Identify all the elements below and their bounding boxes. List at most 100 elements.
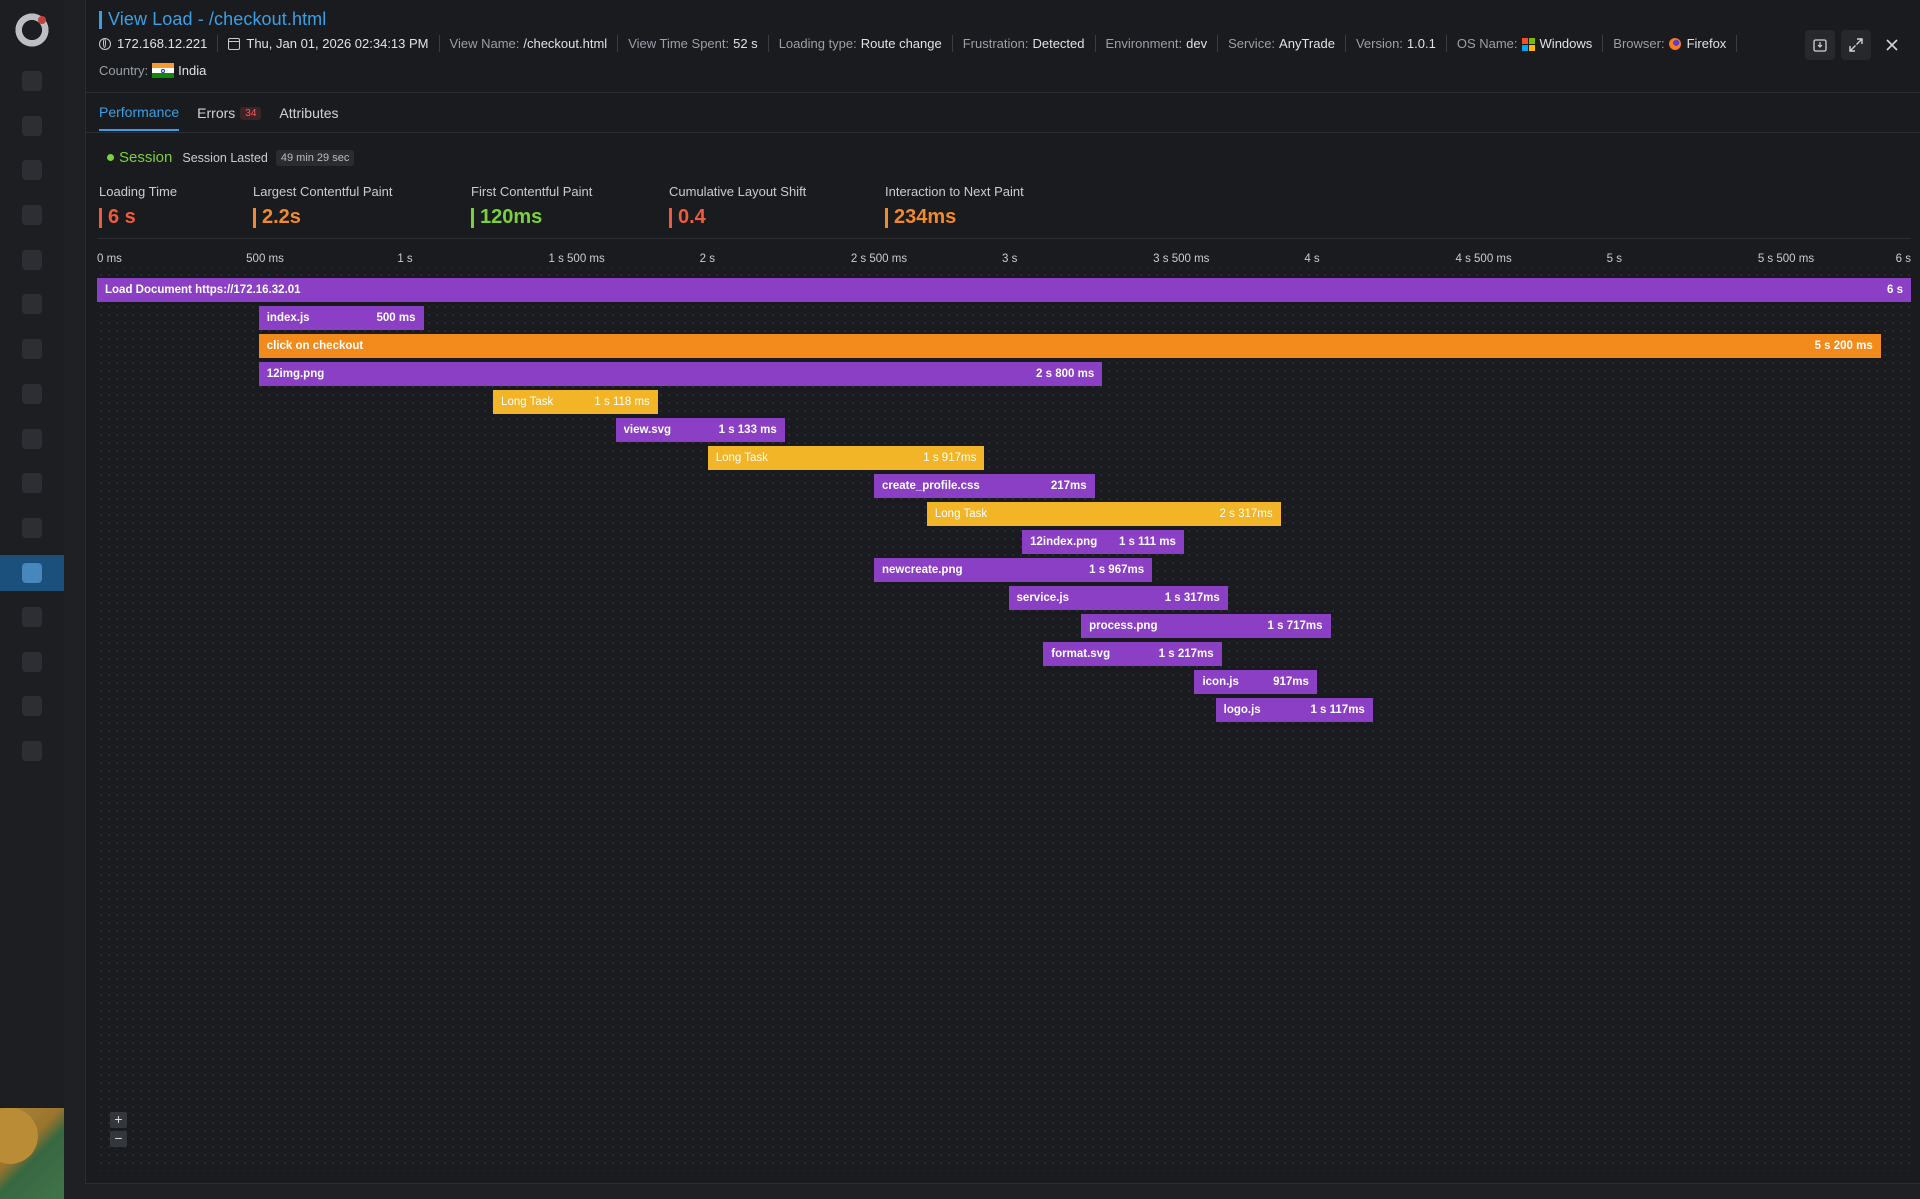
timeline-tick-label: 0 ms <box>97 253 122 265</box>
bar-name: 12img.png <box>266 368 325 380</box>
waterfall-bar[interactable]: click on checkout 5 s 200 ms <box>258 334 1881 358</box>
waterfall-bar[interactable]: newcreate.png 1 s 967ms <box>873 558 1153 582</box>
nav-dashboard-icon[interactable] <box>22 71 42 91</box>
session-lasted-label: Session Lasted <box>182 150 268 165</box>
meta-key: Country: <box>99 63 149 78</box>
tab-performance[interactable]: Performance <box>99 104 180 131</box>
waterfall-chart[interactable]: 0 ms 500 ms 1 s 1 s 500 ms 2 s 2 s 500 ms 3 s 3… <box>97 238 1911 1171</box>
errors-count-badge: 34 <box>240 106 262 120</box>
tab-errors[interactable]: Errors 34 <box>197 104 262 131</box>
nav-metrics-icon[interactable] <box>22 205 42 225</box>
waterfall-bar[interactable]: Long Task 1 s 118 ms <box>493 390 658 414</box>
waterfall-bar[interactable]: logo.js 1 s 117ms <box>1215 698 1373 722</box>
bar-duration: 1 s 111 ms <box>1118 536 1176 548</box>
timeline-tick-label: 4 s <box>1304 253 1320 265</box>
meta-value: India <box>178 63 207 78</box>
meta-value: Route change <box>860 36 942 51</box>
session-status-dot <box>107 154 114 161</box>
waterfall-bar[interactable]: format.svg 1 s 217ms <box>1043 642 1222 666</box>
nav-rum-active[interactable] <box>0 555 64 591</box>
metric-value: 6 s <box>108 206 136 228</box>
waterfall-bar[interactable]: view.svg 1 s 133 ms <box>615 418 785 442</box>
timeline-tick-label: 3 s <box>1002 253 1018 265</box>
bar-name: index.js <box>266 312 310 324</box>
app-logo-icon <box>12 10 52 50</box>
metric-inp: Interaction to Next Paint 234ms <box>885 184 1024 229</box>
ip-value: 172.168.12.221 <box>117 36 208 51</box>
metric-fcp: First Contentful Paint 120ms <box>471 184 592 229</box>
waterfall-bar[interactable]: 12img.png 2 s 800 ms <box>258 362 1103 386</box>
calendar-icon <box>228 37 241 50</box>
waterfall-bar[interactable]: icon.js 917ms <box>1194 670 1317 694</box>
bar-name: view.svg <box>623 424 672 436</box>
bar-name: create_profile.css <box>881 480 980 492</box>
nav-alerts-icon[interactable] <box>22 294 42 314</box>
nav-synthetics-icon[interactable] <box>22 429 42 449</box>
bar-duration: 1 s 917ms <box>923 452 977 464</box>
nav-users-icon[interactable] <box>22 696 42 716</box>
expand-button[interactable] <box>1841 30 1871 60</box>
waterfall-bar[interactable]: 12index.png 1 s 111 ms <box>1022 530 1184 554</box>
meta-value: dev <box>1186 36 1208 51</box>
waterfall-bar[interactable]: Long Task 1 s 917ms <box>707 446 985 470</box>
bar-name: process.png <box>1089 620 1158 632</box>
meta-value: /checkout.html <box>523 36 608 51</box>
zoom-in-button[interactable]: + <box>110 1112 127 1128</box>
waterfall-bar[interactable]: service.js 1 s 317ms <box>1008 586 1228 610</box>
nav-rum-icon <box>22 563 42 583</box>
tabs-divider <box>86 132 1920 133</box>
nav-security-icon[interactable] <box>22 473 42 493</box>
nav-integrations-icon[interactable] <box>22 652 42 672</box>
meta-value: 52 s <box>733 36 758 51</box>
metric-label: Loading Time <box>99 184 178 199</box>
meta-environment: Environment: dev <box>1106 35 1219 52</box>
download-icon <box>1813 39 1827 52</box>
metric-label: Cumulative Layout Shift <box>669 184 807 199</box>
bar-name: click on checkout <box>266 340 364 352</box>
metric-bar <box>669 207 672 228</box>
metric-loading-time: Loading Time 6 s <box>99 184 177 229</box>
meta-ip: 172.168.12.221 <box>99 35 219 52</box>
nav-infra-icon[interactable] <box>22 339 42 359</box>
meta-key: Loading type: <box>778 36 857 51</box>
meta-version: Version: 1.0.1 <box>1356 35 1447 52</box>
meta-view-time: View Time Spent: 52 s <box>628 35 769 52</box>
metric-lcp: Largest Contentful Paint 2.2s <box>253 184 392 229</box>
meta-frustration: Frustration: Detected <box>963 35 1096 52</box>
waterfall-bar[interactable]: create_profile.css 217ms <box>873 474 1095 498</box>
meta-key: Environment: <box>1105 36 1183 51</box>
bar-duration: 1 s 317ms <box>1164 592 1220 604</box>
bar-duration: 217ms <box>1050 480 1087 492</box>
tab-label: Attributes <box>279 105 339 121</box>
waterfall-bar[interactable]: index.js 500 ms <box>258 306 424 330</box>
waterfall-bar[interactable]: process.png 1 s 717ms <box>1081 614 1331 638</box>
bar-name: Load Document https://172.16.32.01 <box>105 284 301 296</box>
meta-datetime: Thu, Jan 01, 2026 02:34:13 PM <box>228 35 440 52</box>
meta-key: OS Name: <box>1456 36 1518 51</box>
close-button[interactable] <box>1877 30 1907 60</box>
bar-name: format.svg <box>1051 648 1111 660</box>
meta-browser: Browser: Firefox <box>1613 35 1738 52</box>
user-avatar[interactable] <box>0 1108 64 1199</box>
metric-bar <box>253 207 256 228</box>
nav-reports-icon[interactable] <box>22 607 42 627</box>
nav-explorer-icon[interactable] <box>22 116 42 136</box>
nav-settings-icon[interactable] <box>22 741 42 761</box>
bar-name: Long Task <box>501 396 554 408</box>
tab-attributes[interactable]: Attributes <box>279 104 338 131</box>
nav-network-icon[interactable] <box>22 518 42 538</box>
meta-key: Version: <box>1355 36 1403 51</box>
nav-logs-icon[interactable] <box>22 160 42 180</box>
session-duration-badge: 49 min 29 sec <box>275 149 355 166</box>
nav-apm-icon[interactable] <box>22 384 42 404</box>
timeline-tick-label: 4 s 500 ms <box>1455 253 1512 265</box>
bar-name: service.js <box>1016 592 1069 604</box>
zoom-out-button[interactable]: − <box>110 1131 127 1147</box>
nav-traces-icon[interactable] <box>22 250 42 270</box>
waterfall-bar[interactable]: Load Document https://172.16.32.01 6 s <box>97 278 1911 302</box>
bar-duration: 1 s 217ms <box>1158 648 1214 660</box>
metric-bar <box>99 207 102 228</box>
metric-value: 234ms <box>894 206 957 228</box>
download-button[interactable] <box>1805 30 1835 60</box>
waterfall-bar[interactable]: Long Task 2 s 317ms <box>926 502 1281 526</box>
